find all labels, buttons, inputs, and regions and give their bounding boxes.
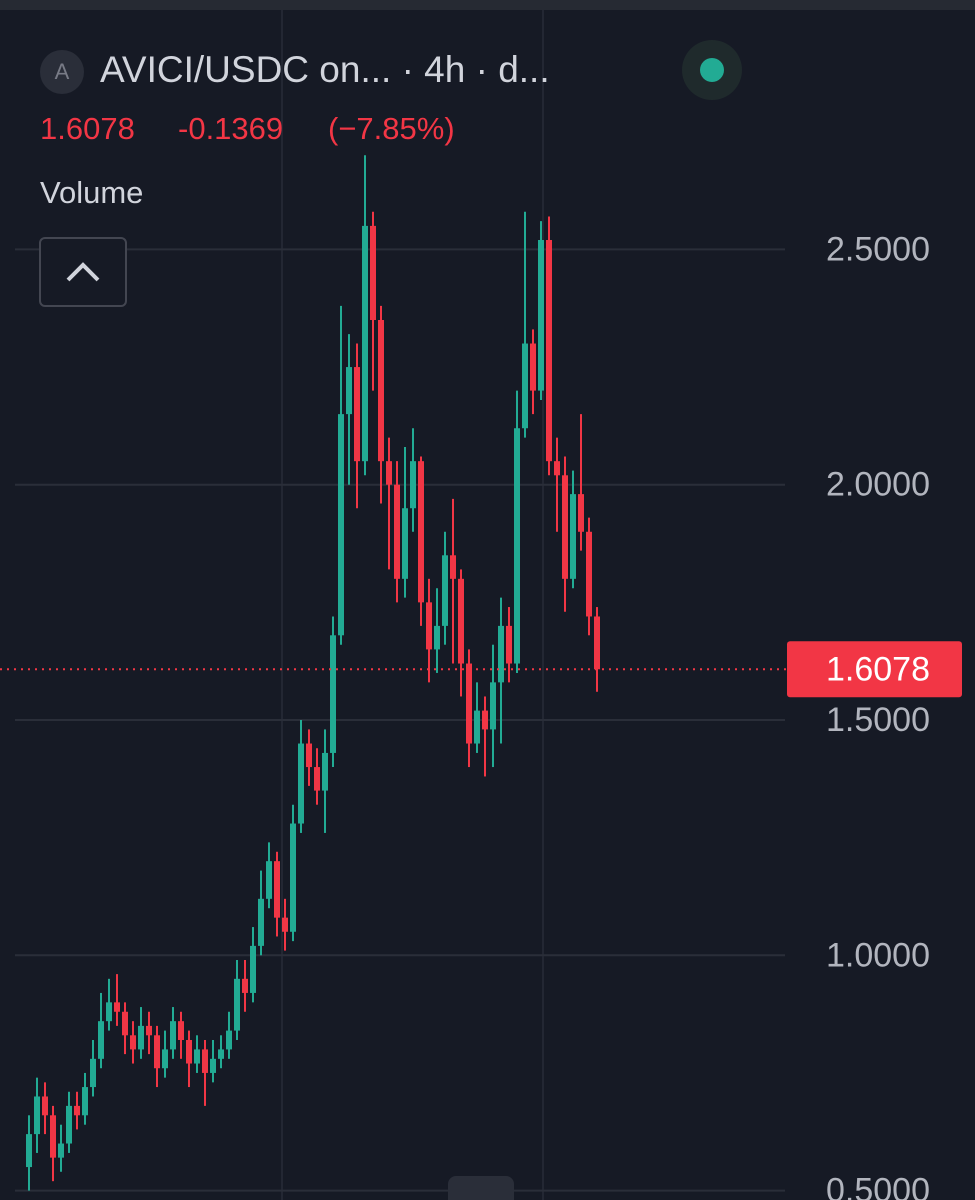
candle-body: [482, 710, 488, 730]
candle-body: [370, 225, 376, 320]
candle-body: [274, 861, 280, 918]
y-tick-label: 2.0000: [826, 466, 930, 504]
candle-body: [450, 555, 456, 579]
candle-body: [530, 343, 536, 391]
candle-body: [306, 743, 312, 768]
symbol-title[interactable]: AVICI/USDC on... · 4h · d...: [100, 49, 550, 90]
candle-body: [322, 752, 328, 791]
collapse-button[interactable]: [39, 237, 127, 307]
candle-body: [290, 823, 296, 932]
candle-body: [570, 494, 576, 579]
candle-body: [210, 1058, 216, 1073]
candle-body: [434, 625, 440, 650]
candle-body: [250, 945, 256, 993]
last-price-label-bg: [787, 641, 962, 698]
candle-body: [418, 461, 424, 603]
candle-body: [346, 367, 352, 415]
symbol-icon: [40, 50, 84, 94]
candle-body: [178, 1021, 184, 1040]
candle-body: [98, 1021, 104, 1059]
candle-body: [282, 917, 288, 932]
candle-body: [474, 710, 480, 744]
y-tick-label: 1.0000: [826, 936, 930, 974]
candle-body: [562, 475, 568, 579]
candle-body: [394, 484, 400, 579]
candle-body: [138, 1025, 144, 1050]
candle-body: [490, 682, 496, 730]
grid: 0.5000 1.0000 1.5000 2.0000 2.5000: [15, 230, 930, 1200]
candle-body: [386, 461, 392, 485]
candle-body: [154, 1035, 160, 1069]
candle-body: [402, 508, 408, 579]
candle-body: [202, 1049, 208, 1073]
y-tick-label: 1.5000: [826, 701, 930, 739]
candle-body: [170, 1021, 176, 1050]
last-price-label: 1.6078: [826, 650, 930, 688]
candle-body: [426, 602, 432, 650]
top-bar: [0, 0, 975, 10]
candle-body: [442, 555, 448, 626]
candle-body: [522, 343, 528, 429]
candle-body: [186, 1040, 192, 1064]
candle-body: [50, 1115, 56, 1158]
candle-body: [586, 531, 592, 617]
candle-body: [354, 367, 360, 462]
header-price: 1.6078: [40, 111, 135, 146]
candle-body: [298, 743, 304, 824]
price-tag: 1.6078: [0, 641, 962, 698]
candle-body: [330, 635, 336, 753]
indicator-label: Volume: [40, 175, 143, 210]
candle-body: [362, 225, 368, 462]
candle-body: [314, 767, 320, 791]
candle-body: [258, 898, 264, 946]
y-tick-label: 2.5000: [826, 230, 930, 268]
candle-body: [514, 428, 520, 664]
candle-body: [146, 1025, 152, 1036]
candle-body: [338, 414, 344, 636]
candle-body: [74, 1105, 80, 1116]
candle-body: [546, 240, 552, 462]
candle-body: [506, 625, 512, 664]
candle-body: [42, 1096, 48, 1116]
y-tick-label: 0.5000: [826, 1172, 930, 1200]
candle-body: [234, 978, 240, 1031]
candle-body: [378, 320, 384, 462]
candle-body: [26, 1134, 32, 1168]
candle-body: [458, 578, 464, 664]
candle-body: [122, 1011, 128, 1036]
candle-body: [242, 978, 248, 993]
candle-body: [498, 625, 504, 683]
status-dot: [700, 58, 724, 82]
candle-body: [594, 616, 600, 670]
candle-body: [226, 1030, 232, 1050]
candle-body: [34, 1096, 40, 1135]
candle-body: [66, 1105, 72, 1144]
header-change: -0.1369: [178, 111, 283, 146]
candle-body: [58, 1143, 64, 1158]
candle-body: [82, 1087, 88, 1116]
candle-body: [106, 1002, 112, 1022]
candle-body: [266, 861, 272, 899]
candle-body: [538, 240, 544, 391]
header-change-percent: (−7.85%): [328, 111, 455, 146]
candle-body: [90, 1058, 96, 1088]
candles: [26, 155, 600, 1191]
scroll-button[interactable]: [448, 1176, 514, 1200]
candle-body: [114, 1002, 120, 1012]
candle-body: [554, 461, 560, 476]
symbol-icon-letter: A: [55, 59, 70, 84]
candle-body: [162, 1049, 168, 1069]
candle-body: [218, 1049, 224, 1059]
candle-body: [578, 494, 584, 532]
candle-body: [130, 1035, 136, 1050]
candle-body: [466, 663, 472, 744]
candle-body: [410, 461, 416, 509]
collapse-chevron: [66, 262, 100, 282]
candle-body: [194, 1049, 200, 1064]
